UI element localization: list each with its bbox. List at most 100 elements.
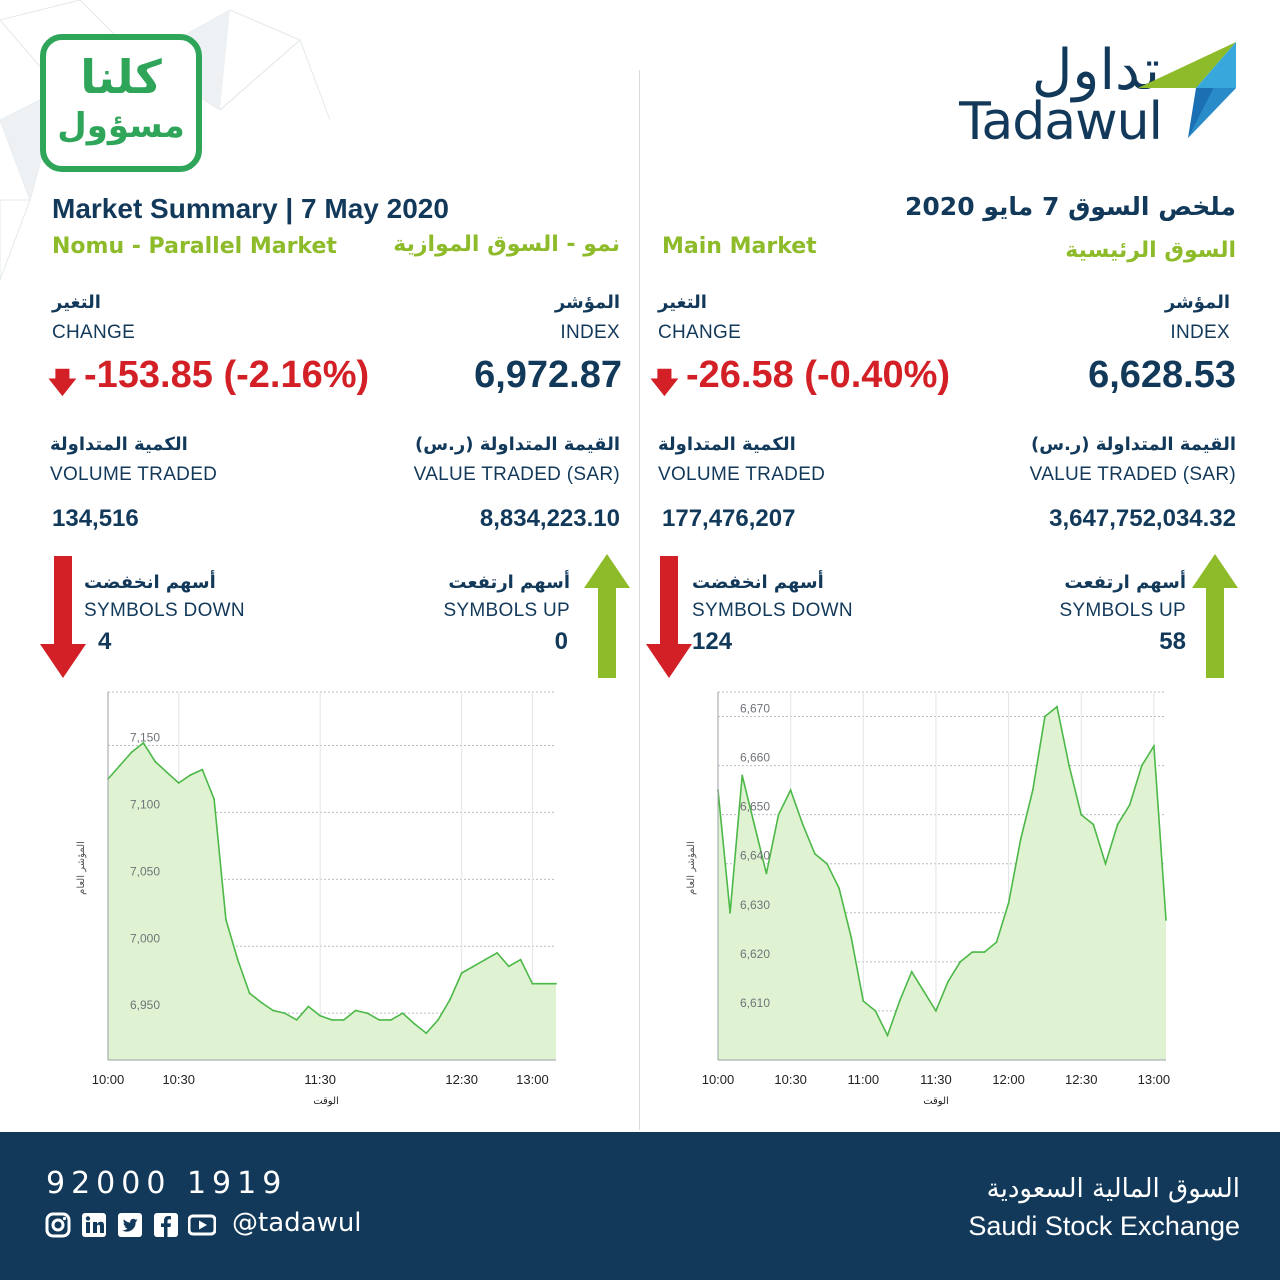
data-point <box>307 1005 310 1008</box>
series-line <box>717 705 1167 1038</box>
data-point <box>947 980 949 983</box>
data-point <box>862 1000 865 1002</box>
main-up-label-ar: أسهم ارتفعت <box>1064 572 1186 593</box>
y-axis-label: المؤشر العام <box>76 841 87 895</box>
y-tick-label: 6,620 <box>740 947 770 961</box>
x-tick-label: 10:00 <box>92 1072 125 1087</box>
campaign-line-1: كلنا <box>80 50 162 104</box>
data-point <box>342 1019 345 1021</box>
phone-number[interactable]: 92000 1919 <box>46 1166 288 1201</box>
main-index-label-ar: المؤشر <box>1164 292 1230 313</box>
data-point <box>959 961 962 963</box>
nomu-change-label-en: CHANGE <box>52 322 136 343</box>
nomu-down-count: 4 <box>98 628 112 655</box>
main-volume-label-ar: الكمية المتداولة <box>658 434 796 455</box>
main-change-label-en: CHANGE <box>658 322 742 343</box>
main-down-arrow-icon: 🡇 <box>650 367 679 398</box>
nomu-volume-value: 134,516 <box>52 505 139 532</box>
exchange-name-ar: السوق المالية السعودية <box>986 1174 1240 1204</box>
main-value-traded-value: 3,647,752,034.32 <box>1049 505 1236 532</box>
data-point <box>971 951 974 953</box>
data-point <box>154 760 157 763</box>
data-point <box>1044 715 1046 718</box>
nomu-index-label-en: INDEX <box>560 322 620 343</box>
data-point <box>472 965 475 968</box>
data-point <box>496 952 498 954</box>
main-symbols-up-arrow-icon <box>1192 554 1238 678</box>
main-index-value: 6,628.53 <box>1088 354 1236 396</box>
nomu-up-label-ar: أسهم ارتفعت <box>448 572 570 593</box>
footer-bar <box>0 1132 1280 1280</box>
data-point <box>248 992 251 994</box>
nomu-value-label-en: VALUE TRADED (SAR) <box>413 464 620 485</box>
data-point <box>555 982 557 985</box>
data-point <box>838 887 840 890</box>
data-point <box>777 813 780 816</box>
nomu-change-label-ar: التغير <box>52 292 101 313</box>
main-change-value: -26.58 (-0.40%) <box>686 354 951 396</box>
y-axis-label: المؤشر العام <box>686 841 697 895</box>
main-up-count: 58 <box>1159 628 1186 655</box>
data-point <box>983 951 986 953</box>
data-point <box>484 958 487 961</box>
nomu-down-label-en: SYMBOLS DOWN <box>84 600 245 621</box>
main-title: ملخص السوق 7 مايو 2020 <box>905 192 1236 221</box>
campaign-badge: كلنا مسؤول <box>40 34 202 172</box>
nomu-volume-label-en: VOLUME TRADED <box>50 464 218 485</box>
instagram-icon[interactable] <box>44 1211 72 1239</box>
data-point <box>1031 789 1034 791</box>
series-area <box>108 742 556 1060</box>
data-point <box>531 982 534 985</box>
data-point <box>789 789 792 791</box>
nomu-subtitle-en: Nomu - Parallel Market <box>52 234 337 259</box>
y-tick-label: 7,000 <box>130 931 160 945</box>
x-tick-label: 11:30 <box>920 1072 952 1087</box>
main-value-label-ar: القيمة المتداولة (ر.س) <box>1030 434 1236 455</box>
logo-arabic: تداول <box>1031 38 1160 103</box>
logo-english: Tadawul <box>959 92 1163 152</box>
nomu-up-count: 0 <box>554 628 568 655</box>
data-point <box>425 1032 428 1035</box>
data-point <box>729 911 731 914</box>
x-tick-label: 13:00 <box>516 1072 549 1087</box>
twitter-icon[interactable] <box>116 1211 144 1239</box>
data-point <box>741 774 744 777</box>
data-point <box>826 862 828 865</box>
data-point <box>1104 862 1107 865</box>
data-point <box>260 1001 263 1004</box>
main-volume-value: 177,476,207 <box>662 505 796 532</box>
data-point <box>449 998 451 1001</box>
y-tick-label: 6,660 <box>740 751 770 765</box>
data-point <box>272 1009 274 1012</box>
x-tick-label: 10:30 <box>774 1072 807 1087</box>
campaign-line-2: مسؤول <box>57 106 185 146</box>
nomu-symbols-up-arrow-icon <box>584 554 630 678</box>
social-icons <box>44 1210 216 1240</box>
section-divider <box>639 70 640 1130</box>
main-up-label-en: SYMBOLS UP <box>1059 600 1186 621</box>
x-tick-label: 11:00 <box>848 1072 880 1087</box>
data-point <box>401 1012 404 1015</box>
x-tick-label: 12:30 <box>1065 1072 1098 1087</box>
nomu-subtitle-ar: نمو - السوق الموازية <box>393 232 620 257</box>
social-handle[interactable]: @tadawul <box>232 1208 362 1238</box>
facebook-icon[interactable] <box>152 1211 180 1239</box>
linkedin-icon[interactable] <box>80 1211 108 1239</box>
data-point <box>935 1010 937 1012</box>
data-point <box>1153 745 1155 747</box>
nomu-index-value: 6,972.87 <box>474 354 622 396</box>
x-tick-label: 12:30 <box>445 1072 478 1087</box>
data-point <box>507 965 510 968</box>
data-point <box>295 1019 298 1021</box>
youtube-icon[interactable] <box>188 1211 216 1239</box>
main-down-label-ar: أسهم انخفضت <box>692 572 824 593</box>
nomu-title: Market Summary | 7 May 2020 <box>52 193 449 224</box>
data-point <box>236 958 239 961</box>
data-point <box>118 764 121 767</box>
y-tick-label: 6,950 <box>130 998 160 1012</box>
nomu-value-label-ar: القيمة المتداولة (ر.س) <box>414 434 620 455</box>
data-point <box>1140 764 1143 767</box>
main-subtitle-ar: السوق الرئيسية <box>1065 238 1236 263</box>
data-point <box>1116 823 1119 826</box>
main-down-label-en: SYMBOLS DOWN <box>692 600 853 621</box>
